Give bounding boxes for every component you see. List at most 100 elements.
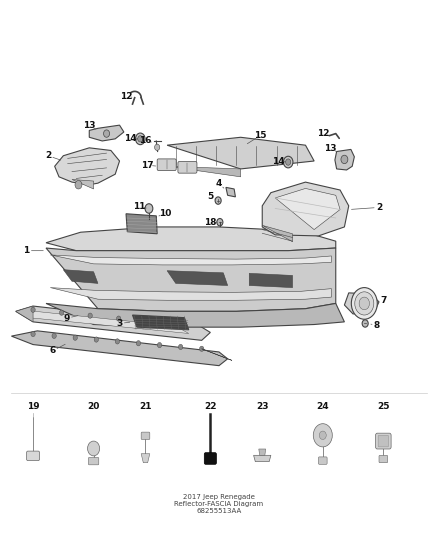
Text: 11: 11 <box>133 203 145 212</box>
Text: 2: 2 <box>45 151 51 160</box>
Circle shape <box>117 316 121 321</box>
Text: 19: 19 <box>27 402 39 411</box>
PathPatch shape <box>50 255 332 265</box>
PathPatch shape <box>72 180 94 189</box>
Text: 13: 13 <box>324 144 337 154</box>
PathPatch shape <box>133 315 189 330</box>
Circle shape <box>286 159 291 165</box>
Polygon shape <box>254 455 271 462</box>
Circle shape <box>319 431 326 440</box>
FancyBboxPatch shape <box>27 451 39 461</box>
Circle shape <box>157 342 162 348</box>
Circle shape <box>351 288 377 319</box>
PathPatch shape <box>64 270 98 284</box>
PathPatch shape <box>167 166 240 177</box>
Circle shape <box>355 292 374 315</box>
Text: 8: 8 <box>374 321 380 330</box>
FancyBboxPatch shape <box>378 435 389 447</box>
Circle shape <box>215 197 221 204</box>
Circle shape <box>145 204 153 213</box>
Text: 10: 10 <box>159 209 171 218</box>
PathPatch shape <box>55 148 120 185</box>
Circle shape <box>341 155 348 164</box>
PathPatch shape <box>262 225 293 241</box>
Circle shape <box>135 133 145 144</box>
Text: 22: 22 <box>204 402 217 411</box>
PathPatch shape <box>50 288 332 300</box>
Circle shape <box>200 346 204 351</box>
Circle shape <box>73 335 78 341</box>
PathPatch shape <box>344 293 379 314</box>
Text: 9: 9 <box>64 314 70 322</box>
Circle shape <box>138 136 143 142</box>
Text: 3: 3 <box>117 319 123 328</box>
Circle shape <box>75 181 82 189</box>
Circle shape <box>60 310 64 316</box>
Circle shape <box>217 219 223 226</box>
Text: 17: 17 <box>141 161 154 169</box>
PathPatch shape <box>89 125 124 141</box>
Circle shape <box>31 332 35 337</box>
Circle shape <box>283 156 293 168</box>
Circle shape <box>136 341 141 346</box>
Circle shape <box>155 144 160 150</box>
Text: 5: 5 <box>207 192 213 201</box>
Text: 20: 20 <box>88 402 100 411</box>
Text: 25: 25 <box>377 402 389 411</box>
Circle shape <box>94 337 99 342</box>
Text: 14: 14 <box>272 157 285 166</box>
Text: 16: 16 <box>139 136 152 146</box>
PathPatch shape <box>46 248 336 311</box>
Circle shape <box>115 339 120 344</box>
PathPatch shape <box>11 331 228 366</box>
FancyBboxPatch shape <box>141 432 150 440</box>
PathPatch shape <box>20 310 189 334</box>
PathPatch shape <box>275 189 340 230</box>
Text: 1: 1 <box>24 246 30 255</box>
Text: 12: 12 <box>317 129 329 138</box>
Polygon shape <box>259 449 266 455</box>
Text: 24: 24 <box>317 402 329 411</box>
PathPatch shape <box>167 271 228 286</box>
PathPatch shape <box>16 306 33 322</box>
Text: 21: 21 <box>139 402 152 411</box>
FancyBboxPatch shape <box>157 159 176 171</box>
PathPatch shape <box>167 138 314 169</box>
Text: 2: 2 <box>376 203 382 212</box>
Circle shape <box>88 313 92 318</box>
Text: 23: 23 <box>256 402 268 411</box>
FancyBboxPatch shape <box>318 457 327 464</box>
Text: 13: 13 <box>83 120 95 130</box>
PathPatch shape <box>262 182 349 236</box>
Text: 14: 14 <box>124 134 137 143</box>
Circle shape <box>52 333 57 338</box>
Circle shape <box>359 297 370 310</box>
Circle shape <box>362 320 368 327</box>
PathPatch shape <box>249 273 293 288</box>
Circle shape <box>313 424 332 447</box>
Text: 6: 6 <box>49 346 56 356</box>
Circle shape <box>145 319 149 324</box>
Text: 7: 7 <box>380 296 386 305</box>
FancyBboxPatch shape <box>178 161 197 173</box>
PathPatch shape <box>335 149 354 170</box>
Polygon shape <box>141 454 150 463</box>
PathPatch shape <box>202 349 232 360</box>
FancyBboxPatch shape <box>88 457 99 465</box>
FancyBboxPatch shape <box>375 433 391 449</box>
Text: 4: 4 <box>216 179 222 188</box>
PathPatch shape <box>226 188 236 197</box>
FancyBboxPatch shape <box>379 455 388 463</box>
PathPatch shape <box>46 227 336 251</box>
Circle shape <box>173 322 178 327</box>
Circle shape <box>31 307 35 312</box>
Text: 18: 18 <box>204 217 217 227</box>
Text: 2017 Jeep Renegade
Reflector-FASCIA Diagram
68255513AA: 2017 Jeep Renegade Reflector-FASCIA Diag… <box>174 494 264 514</box>
PathPatch shape <box>126 214 157 234</box>
Text: 12: 12 <box>120 92 132 101</box>
Text: 15: 15 <box>254 131 266 140</box>
Circle shape <box>88 441 100 456</box>
Circle shape <box>178 344 183 350</box>
PathPatch shape <box>46 303 344 327</box>
FancyBboxPatch shape <box>204 453 216 464</box>
